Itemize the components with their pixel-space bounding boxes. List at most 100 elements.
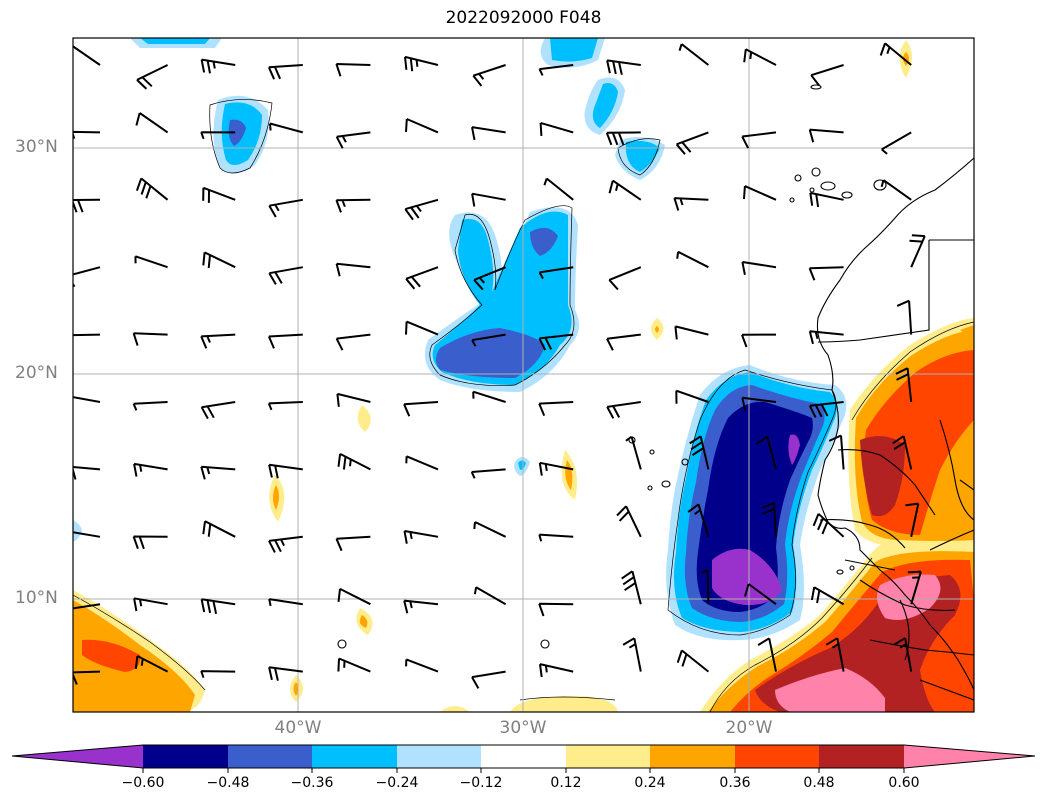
wind-barb	[200, 465, 236, 480]
wind-barb	[268, 535, 303, 553]
colorbar-label: −0.60	[121, 775, 165, 791]
wind-barb	[132, 401, 168, 411]
wind-barb	[538, 64, 574, 76]
wind-barb	[812, 513, 845, 538]
wind-barb	[200, 401, 236, 420]
wind-barb	[268, 463, 303, 479]
wind-barb	[674, 325, 709, 340]
wind-barb	[538, 461, 574, 476]
wind-barb	[73, 670, 101, 685]
wind-barb	[678, 43, 710, 66]
wind-barb	[808, 401, 844, 418]
wind-barb	[336, 392, 371, 407]
wind-barb	[606, 333, 641, 351]
wind-barb	[134, 655, 169, 673]
wind-barb	[335, 333, 371, 351]
wind-barb	[622, 637, 642, 672]
negative-contours	[73, 38, 847, 641]
wind-barb	[892, 435, 913, 470]
wind-barb	[403, 401, 439, 417]
colorbar-label: 0.36	[719, 775, 751, 791]
colorbar-extend-low	[12, 745, 143, 768]
wind-barb	[741, 333, 777, 348]
wind-barb	[335, 131, 371, 149]
wind-barb	[268, 598, 303, 607]
wind-barb	[135, 112, 169, 134]
colorbar-label: 0.60	[888, 775, 920, 791]
wind-barb	[202, 251, 236, 269]
wind-barb	[337, 588, 371, 606]
wind-barb	[909, 234, 926, 268]
wind-barb	[880, 179, 912, 201]
wind-barb	[761, 501, 777, 537]
wind-barb	[700, 569, 710, 605]
wind-barb	[743, 48, 777, 66]
wind-barb	[471, 192, 506, 207]
wind-barb	[132, 332, 168, 346]
gridlines	[73, 38, 974, 712]
lon-label-40w: 40°W	[274, 718, 322, 738]
colorbar-label: 0.12	[550, 775, 582, 791]
map-panel	[73, 38, 974, 712]
wind-barb	[335, 535, 371, 552]
wind-barb	[73, 531, 101, 538]
lat-label-10n: 10°N	[15, 588, 58, 608]
wind-barb	[538, 333, 574, 351]
wind-barb	[473, 521, 507, 538]
wind-barb	[810, 64, 844, 87]
wind-barb	[606, 59, 641, 75]
wind-barb	[268, 198, 303, 218]
colorbar-label: −0.48	[206, 775, 250, 791]
wind-barb	[405, 266, 439, 290]
wind-barb	[673, 197, 709, 211]
wind-barb	[907, 570, 922, 605]
wind-barb	[405, 455, 439, 471]
wind-barb	[403, 599, 439, 614]
wind-barb	[616, 505, 642, 538]
colorbar-label: 0.48	[803, 775, 835, 791]
wind-barb	[200, 333, 236, 349]
colorbar-label: 0.24	[634, 775, 666, 791]
wind-barb	[200, 131, 236, 140]
wind-barb	[403, 530, 439, 544]
wind-barb	[538, 602, 574, 617]
wind-barb	[471, 126, 506, 141]
wind-barb	[808, 330, 844, 345]
wind-barb	[809, 191, 844, 208]
wind-barb	[267, 401, 303, 411]
wind-barb	[268, 266, 303, 285]
wind-barb	[539, 121, 574, 136]
wind-barb	[267, 64, 303, 80]
wind-barb	[605, 131, 641, 146]
wind-barb	[73, 396, 101, 403]
wind-barb	[404, 55, 439, 72]
wind-barb	[676, 649, 710, 673]
wind-barb	[200, 598, 236, 615]
wind-barb	[269, 122, 304, 134]
wind-barb	[73, 466, 101, 480]
wind-barb	[687, 503, 710, 538]
wind-barb	[337, 453, 371, 471]
wind-barb	[136, 64, 169, 90]
wind-barb	[756, 435, 777, 470]
wind-barb	[73, 45, 101, 66]
wind-barb	[741, 131, 777, 149]
wind-barb	[133, 597, 168, 612]
colorbar-label: −0.24	[375, 775, 419, 791]
wind-barb	[896, 299, 913, 335]
wind-barb	[621, 570, 642, 605]
map-title: 2022092000 F048	[445, 8, 602, 28]
positive-contours	[73, 40, 974, 712]
wind-barb	[810, 586, 845, 606]
wind-barb	[825, 637, 845, 672]
wind-barb	[73, 603, 101, 621]
lat-label-30n: 30°N	[15, 137, 58, 157]
wind-barb	[73, 198, 101, 213]
wind-barb	[200, 58, 236, 74]
wind-barb	[741, 396, 777, 411]
wind-barb	[675, 389, 709, 404]
wind-barb	[879, 42, 912, 66]
wind-barb	[881, 131, 912, 155]
colorbar	[11, 744, 1036, 773]
